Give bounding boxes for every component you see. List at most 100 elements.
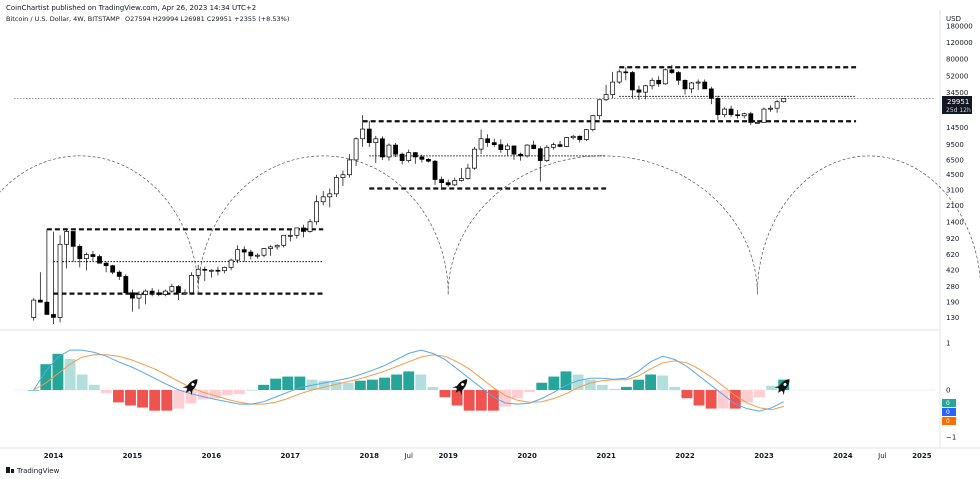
candle bbox=[320, 191, 326, 206]
candle-body bbox=[130, 292, 135, 299]
macd-histogram-bar bbox=[621, 386, 632, 390]
candle-body bbox=[406, 152, 412, 161]
time-tick-label: 2020 bbox=[517, 452, 537, 460]
candle bbox=[629, 71, 635, 99]
rocket-markers bbox=[182, 379, 790, 396]
price-tick-label: 180000 bbox=[946, 23, 973, 31]
candle-body bbox=[465, 167, 471, 179]
candle bbox=[386, 143, 392, 161]
macd-pane bbox=[14, 349, 935, 412]
candle bbox=[176, 285, 181, 301]
candle bbox=[294, 227, 300, 239]
candle-body bbox=[485, 138, 491, 143]
candle bbox=[754, 120, 760, 124]
candle-body bbox=[472, 148, 477, 169]
candle bbox=[182, 289, 188, 295]
macd-histogram-bar bbox=[379, 377, 390, 390]
footer-brand: TradingView bbox=[16, 467, 60, 475]
candle bbox=[77, 244, 83, 268]
candle bbox=[301, 224, 306, 238]
candle-body bbox=[610, 81, 616, 95]
candle bbox=[708, 86, 714, 105]
candle bbox=[485, 134, 491, 147]
price-tick-label: 920 bbox=[946, 235, 959, 243]
macd-histogram-bar bbox=[76, 374, 88, 390]
candle-body bbox=[695, 81, 701, 84]
candle-body bbox=[524, 144, 530, 157]
candle bbox=[373, 135, 379, 164]
macd-tick-label: −1 bbox=[946, 433, 956, 441]
macd-histogram-bar bbox=[427, 386, 439, 390]
footer: TradingView bbox=[6, 467, 60, 475]
candle-body bbox=[182, 292, 188, 295]
price-tick-label: 130 bbox=[946, 314, 959, 322]
candle bbox=[445, 179, 451, 187]
candle bbox=[393, 143, 398, 157]
macd-histogram-bar bbox=[572, 374, 584, 390]
candle-body bbox=[176, 286, 181, 294]
candle bbox=[64, 229, 70, 269]
macd-histogram-bar bbox=[161, 390, 173, 411]
candle-body bbox=[577, 135, 583, 140]
time-axis[interactable]: 2014 2015 2016 2017 2018 Jul 2019 2020 2021 2022 2… bbox=[44, 452, 932, 460]
macd-histogram-bar bbox=[584, 379, 596, 390]
candle-body bbox=[643, 85, 648, 93]
candle-body bbox=[511, 145, 517, 155]
macd-histogram-bar bbox=[64, 359, 76, 390]
macd-axis[interactable]: 1 0 −1 0 0 0 bbox=[942, 340, 956, 442]
macd-histogram-bar bbox=[766, 385, 778, 390]
ohlc-readout: O27594 H29994 L26981 C29951 +2355 (+8.53… bbox=[125, 15, 289, 23]
candle bbox=[70, 231, 76, 262]
candle bbox=[314, 195, 320, 225]
candle bbox=[524, 144, 530, 158]
time-tick-label: 2015 bbox=[123, 452, 143, 460]
candle bbox=[741, 112, 747, 119]
candle bbox=[103, 261, 109, 273]
macd-histogram-bar bbox=[258, 384, 270, 390]
candle bbox=[406, 149, 412, 163]
macd-histogram-bar bbox=[391, 374, 403, 390]
candle bbox=[97, 254, 102, 264]
candle bbox=[380, 136, 385, 160]
candle bbox=[498, 139, 504, 153]
candle-body bbox=[741, 113, 747, 117]
candle bbox=[143, 289, 148, 305]
candle-body bbox=[623, 71, 629, 74]
candle-body bbox=[498, 144, 504, 150]
candle-body bbox=[373, 138, 379, 143]
macd-histogram-bar bbox=[149, 390, 161, 411]
macd-histogram-bar bbox=[717, 390, 729, 409]
candle-body bbox=[386, 144, 392, 158]
bar-countdown: 25d 12h bbox=[946, 107, 971, 114]
price-axis[interactable]: USD 180000120000800005200034500225001450… bbox=[946, 15, 973, 322]
macd-histogram-bar bbox=[705, 390, 717, 409]
macd-histogram-bar bbox=[354, 380, 366, 390]
candle-body bbox=[268, 246, 273, 249]
candle bbox=[156, 289, 162, 297]
time-tick-label: 2022 bbox=[675, 452, 695, 460]
header: CoinChartist published on TradingView.co… bbox=[6, 4, 289, 23]
candle-body bbox=[31, 299, 37, 318]
macd-histogram-bar bbox=[681, 390, 693, 399]
symbol-text: Bitcoin / U.S. Dollar, 4W, BITSTAMP bbox=[6, 15, 120, 23]
candle-body bbox=[597, 99, 602, 117]
macd-histogram-bar bbox=[475, 390, 487, 411]
macd-histogram-bar bbox=[512, 390, 524, 399]
candle bbox=[37, 272, 43, 303]
macd-histogram-bar bbox=[125, 390, 136, 406]
macd-histogram-bar bbox=[100, 390, 112, 394]
candle-body bbox=[768, 107, 773, 110]
macd-histogram-bar bbox=[741, 390, 753, 403]
macd-histogram-bar bbox=[693, 390, 705, 406]
price-tick-label: 120000 bbox=[946, 39, 973, 47]
macd-histogram-bar bbox=[403, 371, 415, 390]
candlesticks bbox=[31, 64, 787, 325]
candle-body bbox=[320, 196, 326, 203]
macd-histogram-bar bbox=[560, 371, 572, 390]
time-tick-label: 2021 bbox=[596, 452, 616, 460]
macd-histogram-bar bbox=[451, 390, 463, 406]
macd-histogram-bar bbox=[270, 378, 282, 390]
candle bbox=[439, 176, 444, 190]
candle bbox=[472, 146, 477, 170]
